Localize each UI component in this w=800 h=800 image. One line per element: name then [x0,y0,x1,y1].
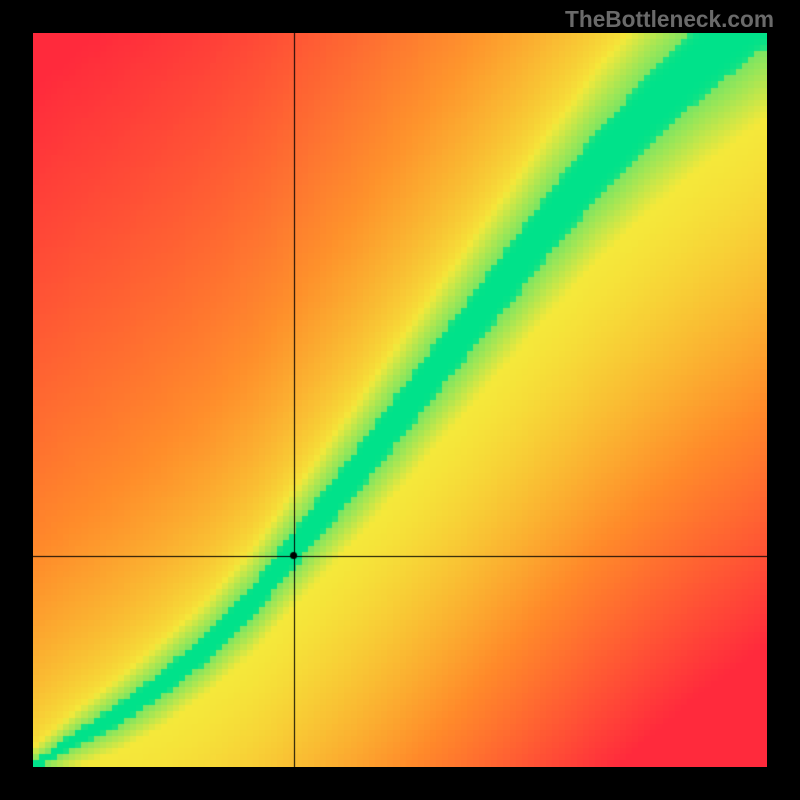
attribution-text: TheBottleneck.com [565,6,774,33]
bottleneck-heatmap [33,33,767,767]
chart-container: TheBottleneck.com [0,0,800,800]
